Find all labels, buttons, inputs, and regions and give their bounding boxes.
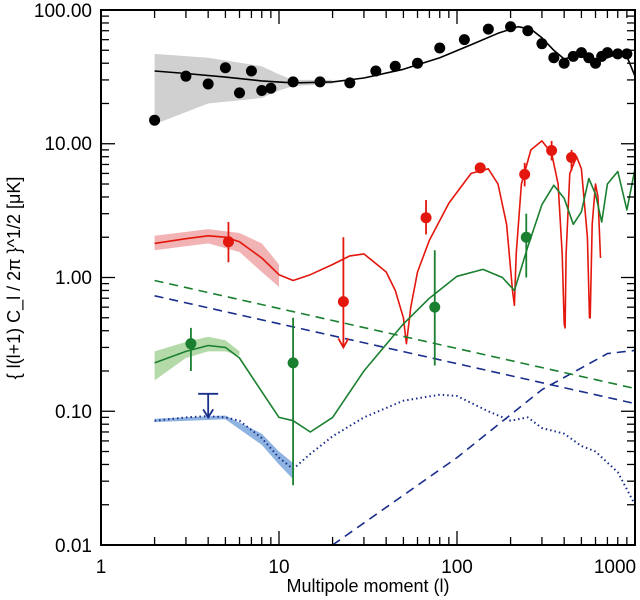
tt-data-point	[389, 60, 401, 72]
tt-data-point	[621, 48, 633, 60]
tt-data-point	[370, 65, 382, 77]
tt-data-point	[536, 38, 548, 50]
ee-model-line	[154, 140, 602, 345]
ee-data-arrowhead	[337, 337, 350, 350]
tt-data-point	[434, 42, 446, 54]
x-tick-label: 1	[96, 557, 107, 578]
tt-data-point	[458, 34, 470, 46]
x-tick-label: 10	[268, 557, 289, 578]
tt-data-point	[314, 76, 326, 88]
ee-data-point	[420, 212, 432, 224]
x-axis-title: Multipole moment (l)	[286, 576, 449, 596]
tt-data-point	[612, 48, 624, 60]
tt-data-point	[202, 78, 214, 90]
bb-lensing-line	[332, 349, 636, 546]
te-model-line	[154, 168, 636, 433]
bb-band	[154, 415, 294, 480]
x-tick-label: 100	[441, 557, 473, 578]
tt-data-point	[344, 77, 356, 89]
tt-data-point	[482, 23, 494, 35]
y-axis-title: { l(l+1) C_l / 2π }^1/2 [μK]	[4, 177, 25, 380]
y-tick-labels: 0.01 0.10 1.00 10.00 100.00	[34, 1, 92, 557]
y-tick-label: 0.01	[55, 536, 92, 557]
plot-marks	[149, 21, 636, 546]
tt-band	[154, 53, 333, 125]
te-band	[154, 336, 240, 381]
tt-data-point	[505, 21, 517, 33]
y-tick-label: 1.00	[55, 268, 92, 289]
tt-data-point	[180, 70, 192, 82]
bb-model-reionization-bump-line	[154, 393, 636, 506]
tt-data-point	[412, 57, 424, 69]
x-tick-labels: 1 10 100 1000	[96, 557, 636, 578]
foreground-b-line	[154, 295, 636, 405]
ee-data-point	[474, 162, 486, 174]
tt-data-point	[601, 47, 613, 59]
ee-data-point	[337, 296, 349, 308]
bb-upper-limit-arrowhead	[202, 408, 214, 420]
y-tick-label: 100.00	[34, 1, 92, 22]
tt-data-point	[219, 62, 231, 74]
te-data-point	[185, 338, 197, 350]
ee-data-point	[222, 236, 234, 248]
tt-data-point	[256, 85, 268, 97]
tt-data-point	[558, 57, 570, 69]
ee-band	[154, 229, 279, 287]
ee-data-point	[566, 151, 578, 163]
y-tick-label: 0.10	[55, 402, 92, 423]
te-data-point	[520, 231, 532, 243]
tt-data-point	[245, 65, 257, 77]
te-data-point	[287, 357, 299, 369]
tt-data-point	[265, 82, 277, 94]
axis-ticks	[100, 9, 636, 546]
tt-data-point	[548, 52, 560, 64]
tt-data-point	[234, 87, 246, 99]
tt-data-point	[149, 114, 161, 126]
foreground-e-line	[154, 279, 636, 390]
y-tick-label: 10.00	[44, 134, 92, 155]
ee-data-point	[519, 168, 531, 180]
ee-data-point	[546, 145, 558, 157]
tt-data-point	[287, 76, 299, 88]
tt-data-point	[522, 25, 534, 37]
te-data-point	[429, 301, 441, 313]
x-tick-label: 1000	[594, 557, 636, 578]
